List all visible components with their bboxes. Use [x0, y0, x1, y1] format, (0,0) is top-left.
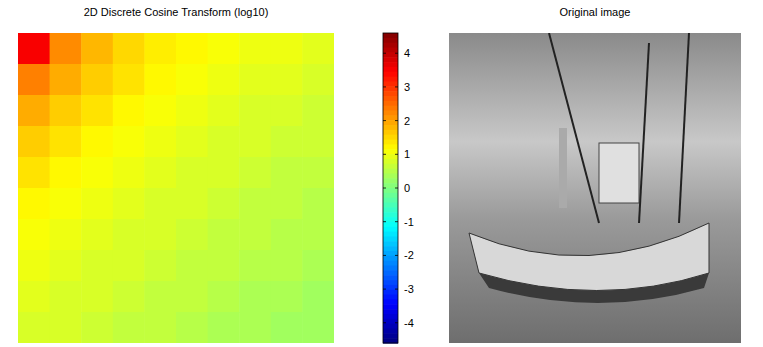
svg-text:-3: -3: [404, 283, 414, 295]
svg-text:4: 4: [404, 47, 410, 59]
svg-text:-1: -1: [404, 216, 414, 228]
svg-text:-4: -4: [404, 317, 414, 329]
html-text:Original image: Original image: [559, 6, 631, 18]
svg-text:-2: -2: [404, 249, 414, 261]
svg-text:1: 1: [404, 148, 410, 160]
svg-text:3: 3: [404, 81, 410, 93]
svg-text:2: 2: [404, 115, 410, 127]
html-text:2D Discrete Cosine Transform (: 2D Discrete Cosine Transform (log10): [83, 6, 269, 18]
svg-text:0: 0: [404, 182, 410, 194]
